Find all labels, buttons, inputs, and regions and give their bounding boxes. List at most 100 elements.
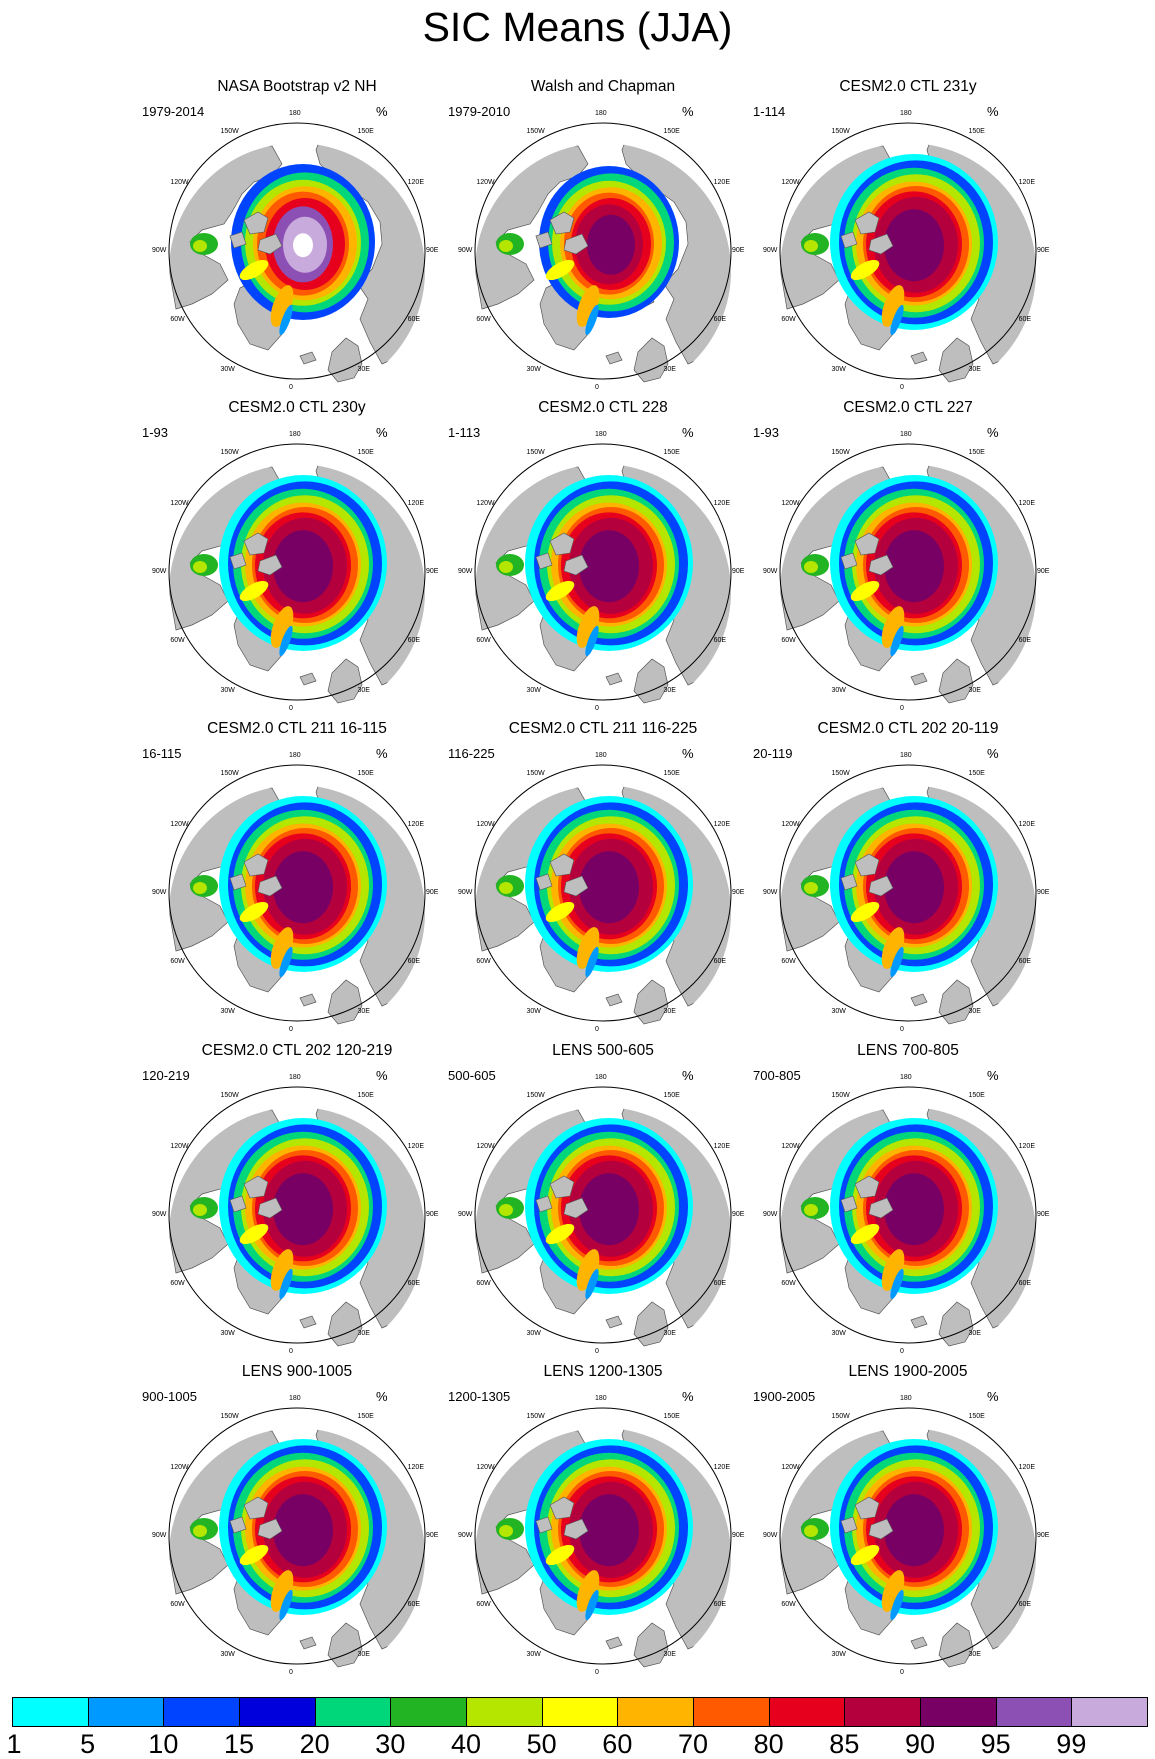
panel-units: % bbox=[682, 1389, 694, 1404]
land bbox=[910, 993, 928, 1007]
map-content bbox=[780, 143, 1036, 383]
land bbox=[605, 993, 623, 1007]
map-content bbox=[169, 785, 425, 1025]
longitude-label: 120E bbox=[713, 820, 730, 828]
longitude-label: 120W bbox=[781, 1463, 800, 1471]
longitude-label: 150E bbox=[663, 770, 680, 778]
archipelago-island bbox=[535, 552, 553, 570]
longitude-label: 120E bbox=[407, 820, 424, 828]
colorbar-tick-label: 50 bbox=[526, 1729, 557, 1759]
panel-units: % bbox=[682, 104, 694, 119]
archipelago-island bbox=[868, 233, 894, 255]
hudson-bay-ice-core bbox=[499, 882, 513, 894]
panel-period: 700-805 bbox=[753, 1068, 801, 1083]
map-content bbox=[169, 1107, 425, 1347]
colorbar-tick-label: 1 bbox=[6, 1729, 22, 1759]
longitude-label: 180 bbox=[900, 110, 912, 117]
longitude-label: 120W bbox=[170, 1142, 189, 1150]
longitude-label: 60W bbox=[170, 1600, 185, 1608]
colorbar-swatch bbox=[314, 1697, 392, 1727]
longitude-label: 120E bbox=[407, 1142, 424, 1150]
colorbar-labels: 1 5 10 15 20 30 40 50 60 70 80 85 90 95 99 bbox=[0, 1730, 1155, 1759]
longitude-label: 60W bbox=[781, 636, 796, 644]
land bbox=[605, 351, 623, 365]
longitude-label: 60W bbox=[170, 1279, 185, 1287]
panel-units: % bbox=[987, 746, 999, 761]
panel-title: Walsh and Chapman bbox=[530, 78, 676, 95]
longitude-label: 30E bbox=[357, 1007, 370, 1015]
longitude-label: 150E bbox=[968, 128, 985, 136]
colorbar-tick-label: 10 bbox=[148, 1729, 179, 1759]
longitude-label: 150W bbox=[220, 1413, 239, 1421]
longitude-label: 30E bbox=[968, 1650, 981, 1658]
colorbar-swatch bbox=[693, 1697, 770, 1727]
panel-title: LENS 700-805 bbox=[857, 1042, 959, 1059]
longitude-label: 90E bbox=[426, 568, 439, 575]
greenland-east-ice-edge bbox=[585, 946, 599, 978]
longitude-label: 150W bbox=[526, 1413, 545, 1421]
longitude-label: 90W bbox=[152, 247, 167, 254]
longitude-label: 120E bbox=[713, 499, 730, 507]
longitude-label: 90E bbox=[732, 889, 745, 896]
panel-period: 1-113 bbox=[448, 425, 481, 440]
land bbox=[633, 1622, 669, 1668]
longitude-label: 180 bbox=[595, 431, 607, 438]
archipelago-island bbox=[549, 532, 575, 556]
panel-units: % bbox=[376, 425, 388, 440]
map-content bbox=[475, 464, 731, 704]
colorbar-tick-label: 90 bbox=[904, 1729, 936, 1759]
ice-band bbox=[579, 851, 639, 924]
greenland-east-ice bbox=[881, 1249, 905, 1291]
longitude-label: 150E bbox=[663, 1413, 680, 1421]
hudson-bay-ice-core bbox=[193, 882, 207, 894]
map-panel: LENS 700-805 700-805% 180 150E 120E 90E 60E 30E… bbox=[743, 1038, 1073, 1360]
land bbox=[327, 979, 363, 1025]
map-panel: CESM2.0 CTL 231y 1-114% 180 150E 120E 90E 60E 3… bbox=[743, 74, 1073, 396]
baffin-bay-ice bbox=[850, 259, 880, 281]
hudson-bay-ice-core bbox=[804, 882, 818, 894]
archipelago-island bbox=[549, 853, 575, 877]
map-panel: Walsh and Chapman 1979-2010% 180 150E 120E 90… bbox=[438, 74, 768, 396]
hudson-bay-ice-core bbox=[499, 1204, 513, 1216]
baffin-bay-ice bbox=[545, 580, 575, 602]
archipelago-island bbox=[549, 1175, 575, 1199]
longitude-label: 150E bbox=[663, 128, 680, 136]
ice-band bbox=[884, 209, 944, 282]
longitude-label: 0 bbox=[900, 1026, 904, 1033]
greenland-east-ice-edge bbox=[279, 946, 293, 978]
longitude-label: 120W bbox=[170, 499, 189, 507]
greenland-east-ice bbox=[270, 1570, 294, 1612]
map-border bbox=[779, 122, 1037, 380]
longitude-label: 180 bbox=[289, 110, 301, 117]
longitude-label: 90E bbox=[732, 568, 745, 575]
polar-map bbox=[474, 122, 732, 383]
longitude-label: 30E bbox=[357, 1329, 370, 1337]
longitude-label: 180 bbox=[289, 1074, 301, 1081]
greenland-east-ice bbox=[270, 927, 294, 969]
colorbar bbox=[12, 1697, 1148, 1727]
baffin-bay-ice bbox=[239, 580, 269, 602]
colorbar-tick-label: 95 bbox=[980, 1729, 1011, 1759]
greenland-east-ice-edge bbox=[279, 625, 293, 657]
greenland-east-ice bbox=[270, 285, 294, 327]
longitude-label: 150E bbox=[357, 770, 374, 778]
longitude-label: 150E bbox=[357, 1092, 374, 1100]
longitude-label: 150W bbox=[526, 449, 545, 457]
longitude-label: 60E bbox=[713, 957, 727, 965]
longitude-label: 150E bbox=[357, 449, 374, 457]
map-border bbox=[779, 1086, 1037, 1344]
archipelago-island bbox=[535, 231, 553, 249]
archipelago-island bbox=[840, 873, 858, 891]
longitude-label: 90W bbox=[458, 1532, 473, 1539]
longitude-label: 60E bbox=[1018, 636, 1032, 644]
archipelago-island bbox=[854, 1496, 880, 1520]
longitude-label: 60W bbox=[170, 636, 185, 644]
longitude-label: 60W bbox=[476, 1600, 491, 1608]
baffin-bay-ice bbox=[239, 1544, 269, 1566]
longitude-label: 30W bbox=[831, 686, 846, 694]
map-border bbox=[474, 764, 732, 1022]
land bbox=[938, 979, 974, 1025]
ice-band bbox=[293, 233, 313, 258]
land bbox=[938, 658, 974, 704]
longitude-label: 120E bbox=[1018, 1463, 1035, 1471]
